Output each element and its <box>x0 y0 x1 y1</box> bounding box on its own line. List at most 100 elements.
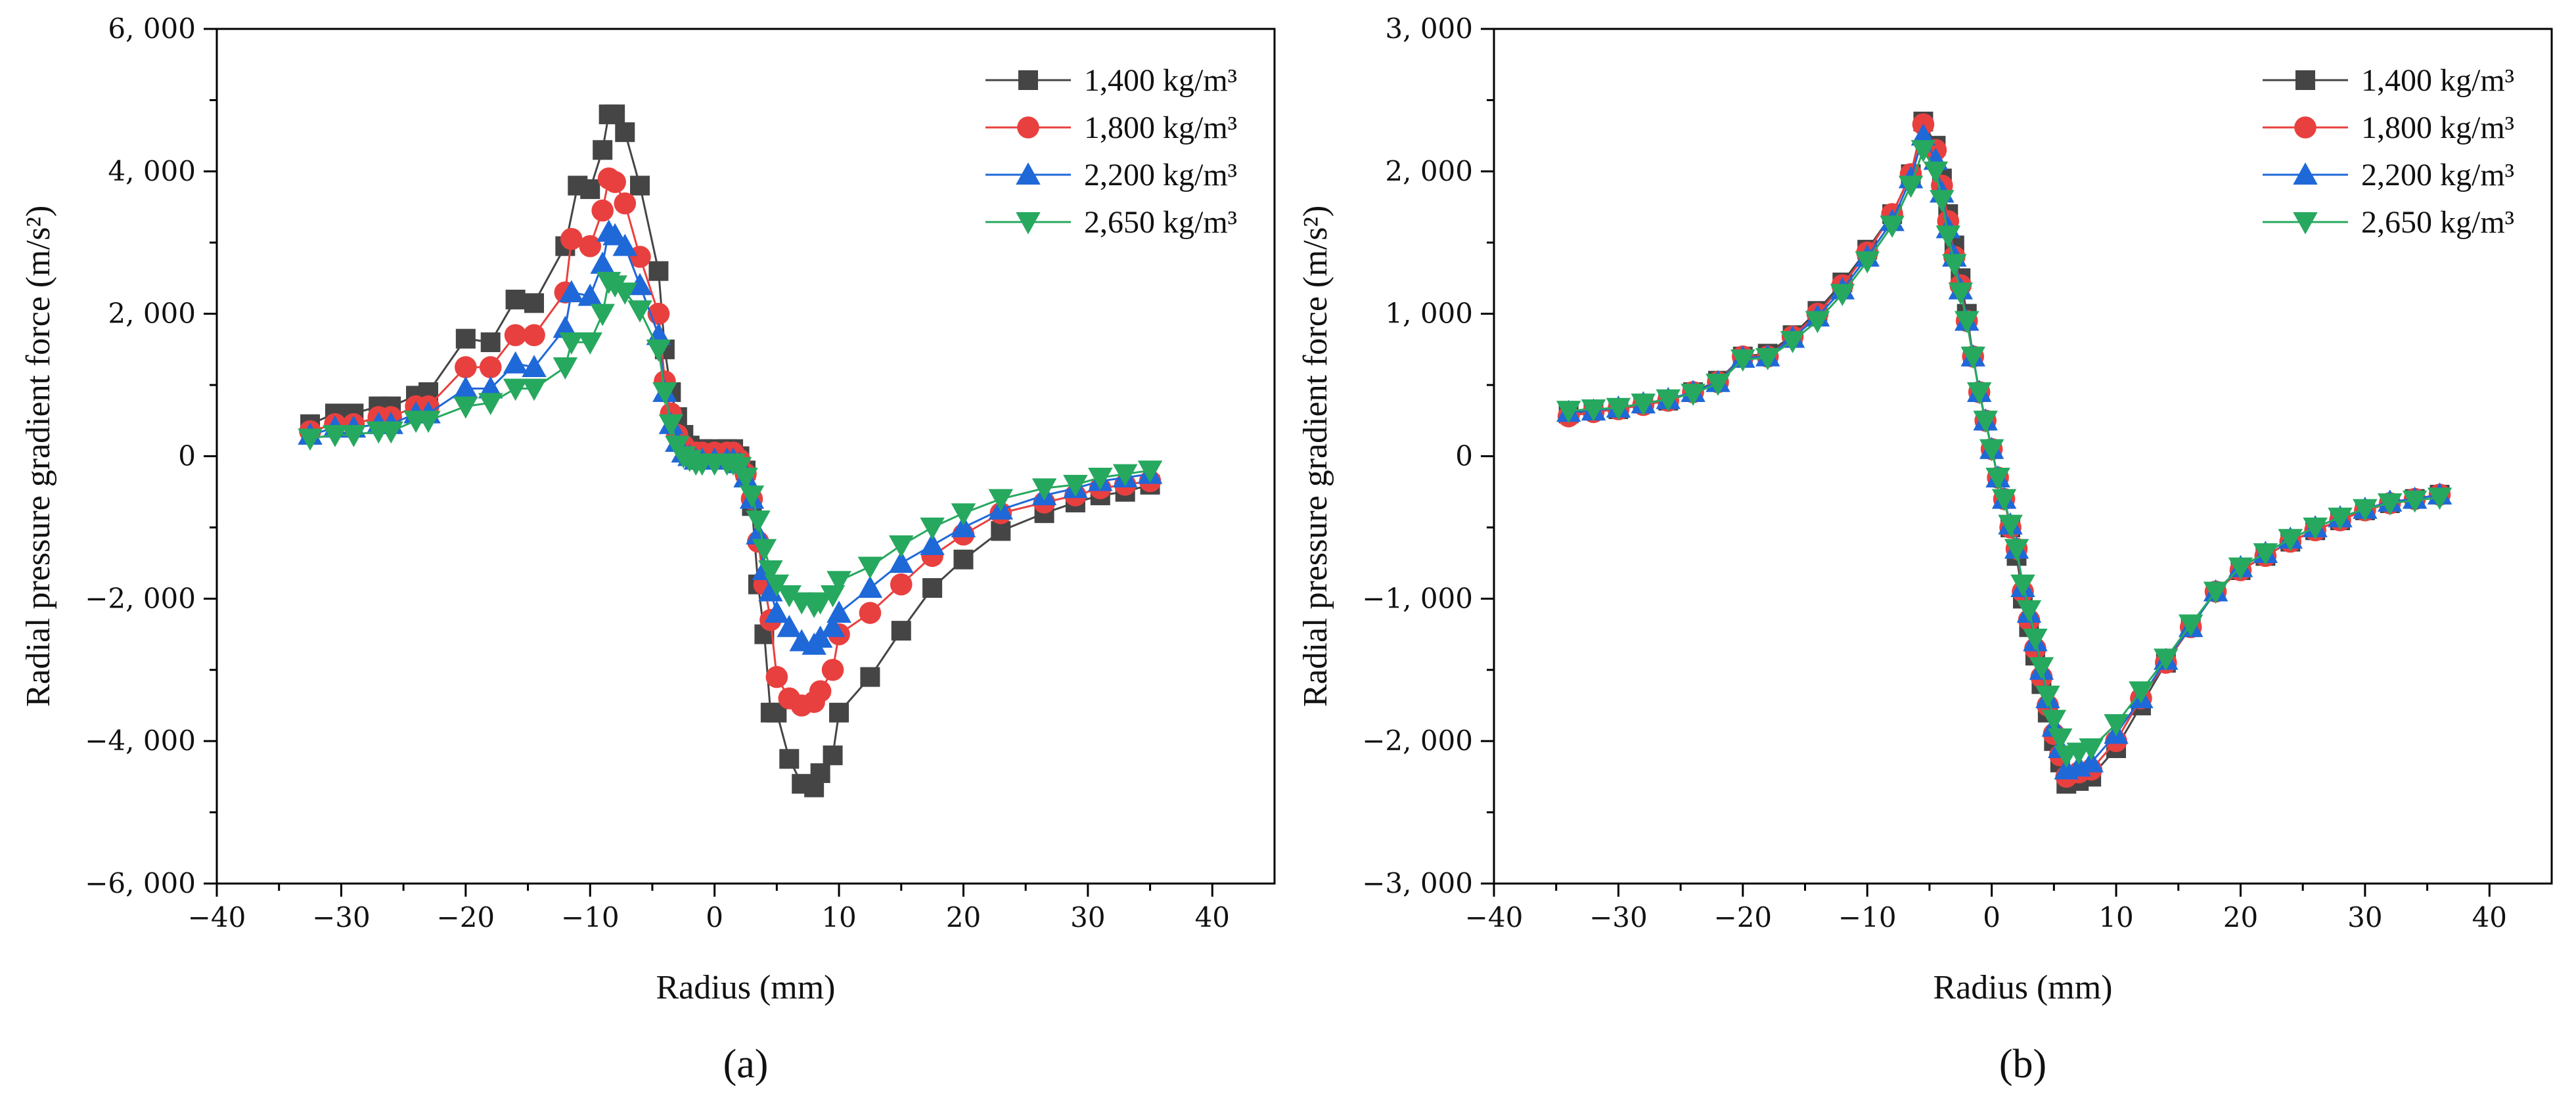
legend-marker <box>1017 116 1039 139</box>
data-point <box>2029 657 2054 680</box>
data-point <box>646 323 671 346</box>
data-point <box>2228 557 2253 580</box>
data-point <box>765 665 788 688</box>
data-point <box>524 293 544 313</box>
x-tick-label-a: 10 <box>821 901 856 933</box>
data-point <box>857 556 883 579</box>
data-point <box>733 468 758 490</box>
x-tick-label-b: −30 <box>1589 901 1648 933</box>
series-b-3 <box>1556 140 2452 768</box>
data-point <box>2079 738 2104 761</box>
ylabel-b: Radial pressure gradient force (m/s²) <box>1297 206 1334 707</box>
data-point <box>777 585 802 608</box>
data-point <box>1960 346 1985 369</box>
data-point <box>2010 574 2035 597</box>
data-point <box>503 378 528 401</box>
data-point <box>1730 349 1755 372</box>
data-point <box>323 424 348 447</box>
data-point <box>577 332 602 355</box>
data-point <box>1855 251 1880 274</box>
series-line <box>1568 133 2440 771</box>
data-point <box>1031 478 1057 501</box>
data-point <box>1930 190 1955 212</box>
ylabel-a: Radial pressure gradient force (m/s²) <box>20 206 57 707</box>
data-point <box>1985 468 2010 490</box>
data-point <box>889 550 914 573</box>
legend-label: 2,200 kg/m³ <box>2361 158 2514 192</box>
data-point <box>953 549 974 570</box>
data-point <box>505 289 526 309</box>
data-point <box>2129 681 2154 704</box>
series-a-2 <box>298 219 1163 655</box>
x-tick-label-b: −40 <box>1465 901 1524 933</box>
y-tick-label-b: −1, 000 <box>1362 582 1473 614</box>
data-point <box>455 356 477 378</box>
y-tick-label-a: 4, 000 <box>108 155 196 187</box>
x-tick-label-b: 20 <box>2223 901 2258 933</box>
data-point <box>553 315 578 338</box>
data-point <box>1088 468 1113 490</box>
x-tick-label-b: 10 <box>2098 901 2133 933</box>
data-point <box>1706 373 1730 396</box>
data-point <box>523 324 545 346</box>
data-point <box>1966 382 1992 405</box>
data-point <box>890 573 913 596</box>
x-tick-label-b: 0 <box>1983 901 2000 933</box>
data-point <box>2178 614 2203 637</box>
data-point <box>2104 714 2129 736</box>
chart-panel-a: Radial pressure gradient force (m/s²) Ra… <box>20 12 1276 1087</box>
data-point <box>478 393 503 415</box>
data-point <box>2378 493 2403 516</box>
chart-panel-b: Radial pressure gradient force (m/s²) Ra… <box>1297 12 2553 1087</box>
data-point <box>478 376 503 399</box>
data-point <box>1656 389 1681 412</box>
data-point <box>627 300 652 323</box>
data-point <box>889 535 914 558</box>
data-point <box>823 745 843 765</box>
x-tick-label-a: −10 <box>561 901 620 933</box>
x-tick-label-b: 30 <box>2347 901 2382 933</box>
data-point <box>758 560 783 583</box>
data-point <box>602 223 627 246</box>
data-point <box>648 261 669 281</box>
data-point <box>920 533 945 556</box>
x-tick-label-a: 30 <box>1070 901 1105 933</box>
x-tick-label-a: −40 <box>188 901 246 933</box>
panel-label-b: (b) <box>1999 1042 2046 1087</box>
data-point <box>553 357 578 380</box>
data-point <box>1935 225 1961 248</box>
data-point <box>779 749 800 769</box>
panel-label-a: (a) <box>723 1042 769 1087</box>
data-point <box>479 356 502 378</box>
data-point <box>2154 648 2179 671</box>
data-point <box>739 485 765 508</box>
data-point <box>378 421 403 444</box>
data-point <box>630 175 650 196</box>
legend-marker <box>1016 212 1041 235</box>
legend-marker <box>2294 116 2316 139</box>
data-point <box>612 233 638 256</box>
legend-label: 1,400 kg/m³ <box>2361 63 2514 98</box>
data-point <box>2402 490 2428 513</box>
x-tick-label-a: 20 <box>946 901 981 933</box>
legend-marker <box>1016 162 1041 185</box>
data-point <box>829 702 849 723</box>
data-point <box>341 424 367 447</box>
data-point <box>810 763 830 783</box>
data-point <box>2004 539 2029 562</box>
data-point <box>2079 750 2104 773</box>
data-point <box>1681 384 1706 406</box>
data-point <box>1942 254 1967 277</box>
data-point <box>922 578 943 598</box>
data-point <box>503 351 528 374</box>
data-point <box>807 592 833 615</box>
data-point <box>951 503 976 526</box>
series-b-1 <box>1557 113 2451 788</box>
x-tick-label-a: −30 <box>312 901 371 933</box>
data-point <box>764 574 790 597</box>
data-point <box>559 332 584 355</box>
data-point <box>1805 311 1830 334</box>
data-point <box>2427 487 2452 510</box>
data-point <box>612 282 638 305</box>
series-a-3 <box>298 271 1163 618</box>
